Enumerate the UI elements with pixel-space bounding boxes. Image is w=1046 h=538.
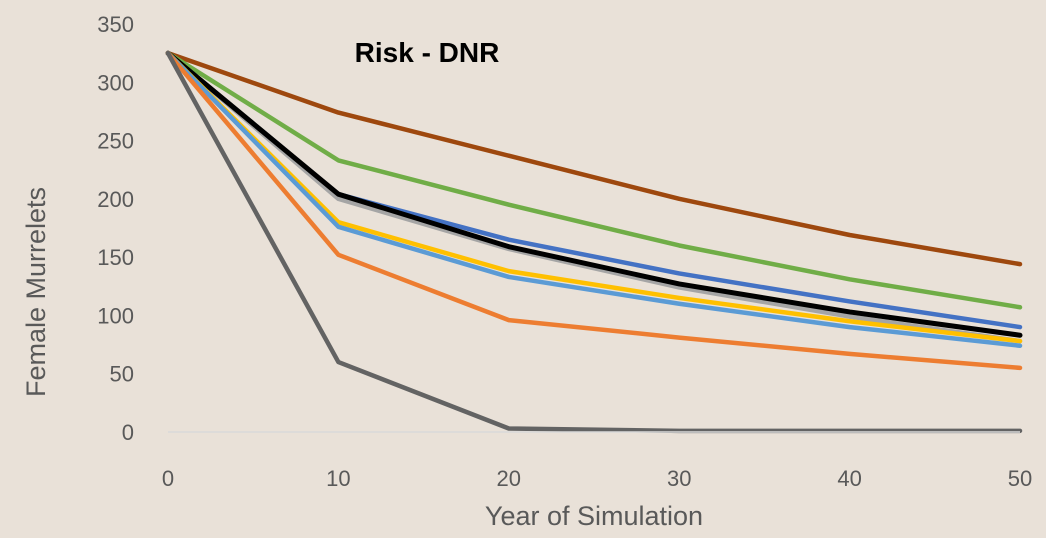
series-line-4 (165, 50, 1023, 344)
y-tick-label: 200 (97, 187, 134, 212)
x-tick-label: 40 (837, 466, 861, 491)
x-tick-label: 0 (162, 466, 174, 491)
series-line-7 (165, 50, 1023, 348)
y-axis-title: Female Murrelets (21, 187, 51, 397)
y-tick-label: 0 (122, 420, 134, 445)
y-tick-label: 350 (97, 12, 134, 37)
x-tick-label: 50 (1008, 466, 1032, 491)
y-tick-label: 50 (110, 362, 134, 387)
series-line-8 (165, 50, 1023, 371)
series-line-5 (165, 50, 1023, 338)
x-tick-label: 10 (326, 466, 350, 491)
series-line-9 (165, 50, 1023, 434)
x-tick-label: 20 (497, 466, 521, 491)
chart-title: Risk - DNR (355, 37, 500, 68)
series-line-1 (165, 50, 1023, 267)
y-tick-label: 300 (97, 70, 134, 95)
y-tick-labels: 0 50 100 150 200 250 300 350 (97, 12, 134, 445)
y-tick-label: 250 (97, 129, 134, 154)
x-tick-labels: 0 10 20 30 40 50 (162, 466, 1032, 491)
series-lines (165, 50, 1023, 434)
y-tick-label: 100 (97, 303, 134, 328)
x-tick-label: 30 (667, 466, 691, 491)
y-tick-label: 150 (97, 245, 134, 270)
x-axis-title: Year of Simulation (485, 501, 703, 531)
series-line-6 (165, 50, 1023, 344)
series-line-2 (165, 50, 1023, 310)
